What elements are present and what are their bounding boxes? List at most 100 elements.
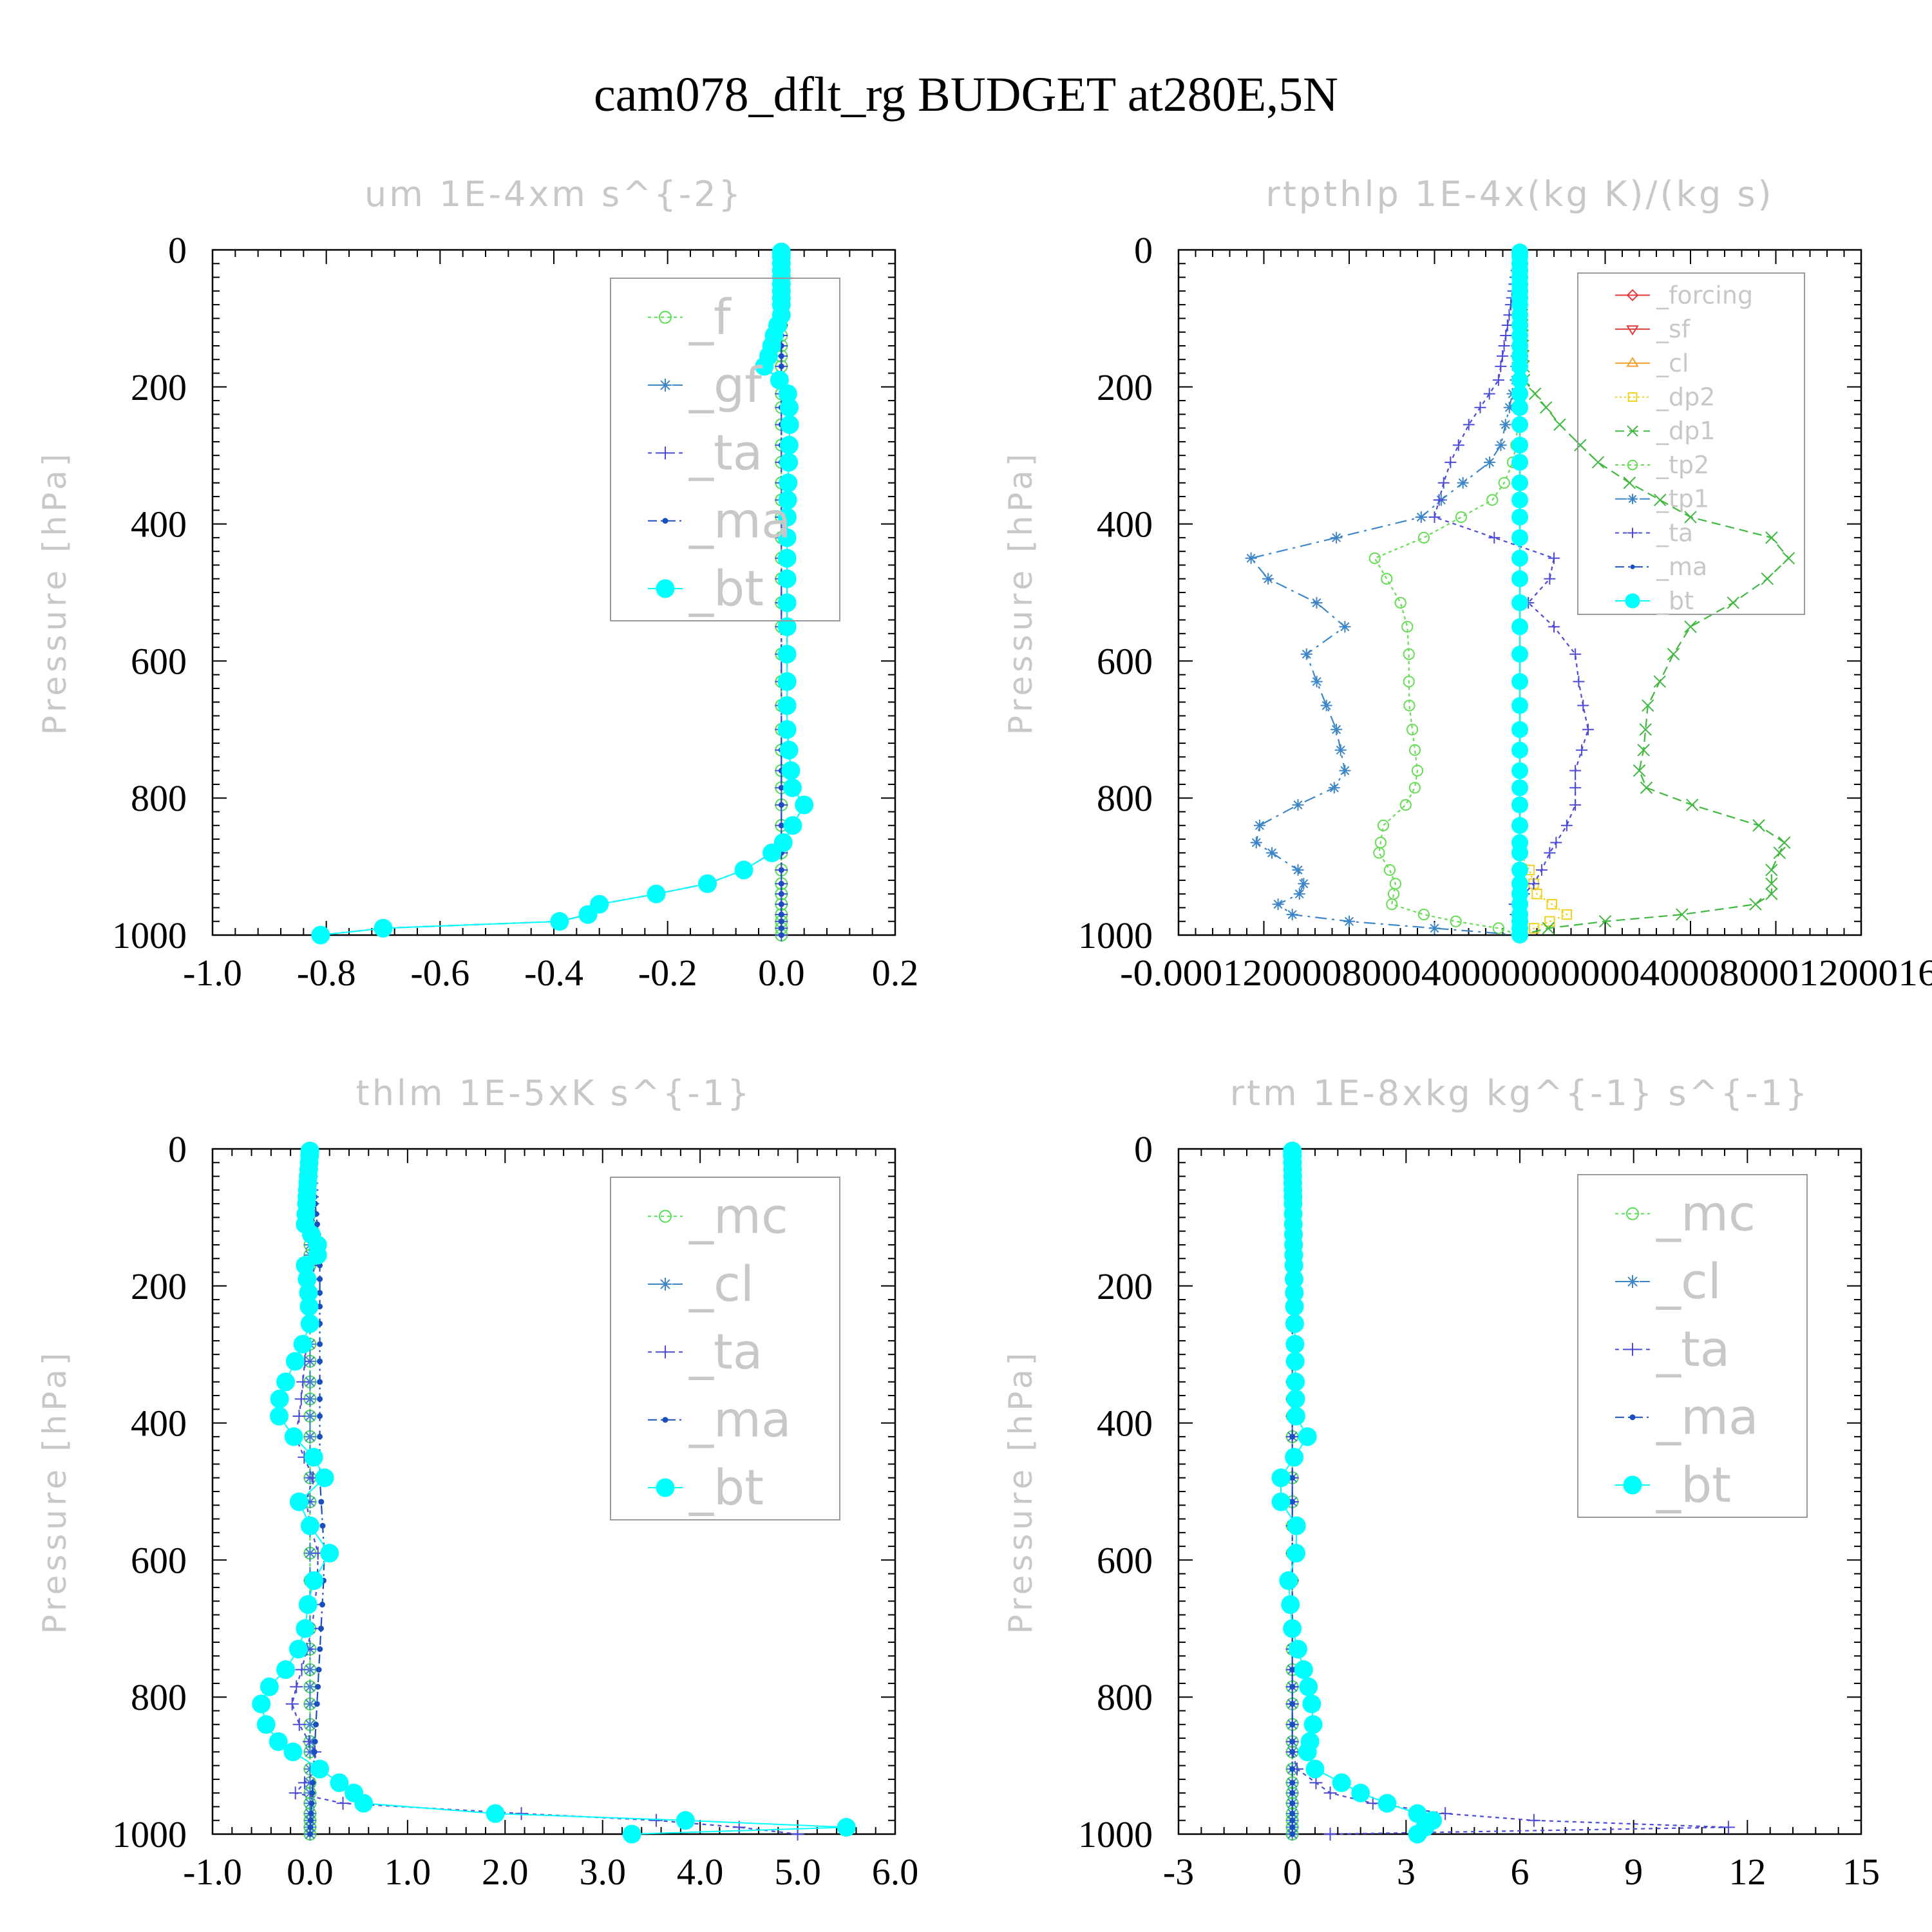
- data-point: [1366, 1797, 1379, 1810]
- data-point: [1378, 1794, 1397, 1813]
- legend-item: _ma: [648, 492, 791, 549]
- legend-label: _cl: [1656, 1253, 1721, 1310]
- data-point: [1289, 1667, 1296, 1673]
- legend: _mc _cl _ta _ma _bt: [1577, 1174, 1808, 1518]
- data-point: [283, 1742, 303, 1761]
- data-point: [1250, 837, 1262, 849]
- data-point: [1373, 847, 1385, 859]
- legend-item: _ta: [648, 424, 762, 481]
- data-point: [304, 1571, 323, 1590]
- data-point: [1411, 764, 1424, 777]
- data-point: [1281, 1595, 1300, 1615]
- data-point: [777, 507, 797, 527]
- data-point: [317, 1341, 323, 1347]
- data-point: [1428, 511, 1441, 523]
- data-point: [290, 1680, 303, 1694]
- data-point: [1455, 511, 1468, 524]
- data-point: [1289, 1701, 1296, 1707]
- data-point: [303, 1409, 317, 1423]
- data-point: [1394, 596, 1406, 609]
- data-point: [1339, 621, 1351, 633]
- data-point: [1684, 620, 1697, 633]
- data-point: [1544, 573, 1556, 585]
- legend-item: _bt: [648, 1459, 764, 1516]
- data-point: [1437, 477, 1450, 489]
- data-point: [317, 1358, 323, 1365]
- legend-item: _dp1: [1615, 417, 1715, 445]
- data-point: [1368, 552, 1381, 564]
- data-point: [1450, 915, 1462, 927]
- data-point: [778, 822, 784, 829]
- data-point: [1253, 819, 1265, 831]
- data-point: [319, 1522, 326, 1529]
- data-point: [777, 593, 797, 612]
- data-point: [1498, 477, 1510, 489]
- legend-marker: [662, 1417, 668, 1423]
- data-point: [318, 1499, 325, 1505]
- data-point: [1433, 494, 1445, 506]
- data-point: [1496, 350, 1508, 362]
- legend-label: _bt: [688, 1459, 764, 1516]
- data-point: [1511, 779, 1529, 797]
- data-point: [1287, 1516, 1306, 1535]
- y-tick-label: 0: [1134, 1128, 1153, 1170]
- data-point: [1415, 511, 1427, 523]
- legend-item: _sf: [1615, 315, 1691, 343]
- data-point: [1511, 844, 1529, 862]
- data-point: [303, 1430, 317, 1443]
- legend-marker: [1627, 527, 1638, 538]
- data-point: [1298, 878, 1310, 890]
- data-point: [1272, 898, 1284, 911]
- data-point: [1289, 1499, 1296, 1505]
- series-line-ta: [1291, 1151, 1728, 1835]
- legend: _f _gf _ta _ma _bt: [610, 278, 840, 621]
- data-point: [1560, 819, 1573, 831]
- data-point: [312, 1738, 318, 1745]
- data-point: [777, 696, 797, 715]
- data-point: [1542, 922, 1555, 935]
- legend-item: _forcing: [1615, 281, 1753, 309]
- data-point: [777, 720, 797, 739]
- x-tick-label: 0.0: [287, 1851, 334, 1893]
- y-tick-label: 400: [131, 504, 187, 545]
- data-point: [778, 918, 784, 925]
- data-point: [1511, 491, 1529, 509]
- data-point: [1305, 1759, 1325, 1779]
- data-point: [1642, 699, 1654, 712]
- legend-label: _sf: [1656, 315, 1691, 343]
- chart-panel-4: rtm 1E-8xkg kg^{-1} s^{-1} Pressure [hPa]…: [1002, 1073, 1880, 1893]
- data-point: [1292, 799, 1304, 811]
- data-point: [1309, 1776, 1323, 1790]
- series-group: [252, 1141, 856, 1844]
- data-point: [303, 1762, 317, 1776]
- legend: _forcing _sf _cl _dp2 _dp1 _tp2 _tp1 _ta _ma _bt: [1577, 272, 1805, 615]
- data-point: [1623, 477, 1636, 489]
- axis-ticks: [212, 249, 896, 936]
- data-point: [1773, 846, 1786, 860]
- legend-item: _mc: [1615, 1185, 1756, 1242]
- data-point: [1439, 1807, 1452, 1821]
- data-point: [778, 901, 784, 907]
- data-point: [1343, 915, 1355, 927]
- data-point: [676, 1811, 695, 1830]
- data-point: [320, 1544, 339, 1563]
- data-point: [1271, 1492, 1291, 1511]
- data-point: [317, 1379, 323, 1385]
- data-point: [778, 891, 784, 897]
- legend-label: _cl: [688, 1255, 754, 1312]
- legend-item: _bt: [1615, 1456, 1731, 1513]
- panel-title: rtpthlp 1E-4x(kg K)/(kg s): [1265, 174, 1774, 214]
- data-point: [270, 1389, 289, 1408]
- series-line-tp2: [1374, 252, 1521, 936]
- legend-item: _mc: [648, 1188, 788, 1245]
- legend-item: _bt: [648, 560, 764, 617]
- data-point: [783, 778, 802, 797]
- data-point: [1289, 1810, 1296, 1817]
- data-point: [1653, 675, 1667, 688]
- data-point: [1511, 762, 1529, 779]
- data-point: [1339, 764, 1351, 777]
- legend-label: _tp2: [1656, 451, 1709, 479]
- data-point: [317, 1276, 323, 1282]
- legend-item: _gf: [648, 356, 763, 413]
- data-point: [289, 1492, 308, 1511]
